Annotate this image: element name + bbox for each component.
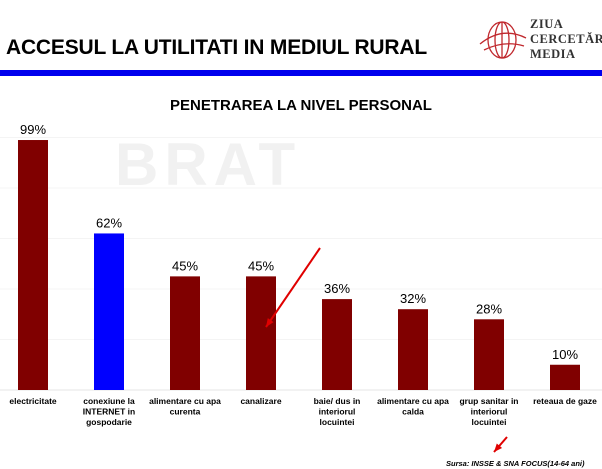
category-label: curenta [170, 407, 201, 417]
data-label: 45% [172, 258, 198, 273]
bar [550, 364, 580, 390]
data-label: 45% [248, 258, 274, 273]
data-label: 36% [324, 281, 350, 296]
category-label: interiorul [471, 407, 508, 417]
data-label: 10% [552, 347, 578, 362]
data-label: 99% [20, 122, 46, 137]
header-rule [0, 70, 602, 76]
category-label: interiorul [319, 407, 356, 417]
category-label: gospodarie [86, 417, 132, 427]
category-label: locuintei [320, 417, 355, 427]
category-label: alimentare cu apa [149, 396, 221, 406]
category-label: canalizare [240, 396, 281, 406]
data-label: 28% [476, 301, 502, 316]
arrow-icon [266, 318, 274, 327]
globe-logo-icon [479, 21, 527, 59]
data-label: 62% [96, 215, 122, 230]
category-label: baie/ dus in [314, 396, 361, 406]
category-label: electricitate [9, 396, 57, 406]
watermark: BRAT [115, 131, 302, 198]
page-title: ACCESUL LA UTILITATI IN MEDIUL RURAL [6, 36, 427, 59]
bar [246, 276, 276, 390]
logo-text: ZIUA [530, 17, 564, 31]
source-note: Sursa: INSSE & SNA FOCUS(14-64 ani) [446, 459, 585, 468]
category-label: grup sanitar in [459, 396, 518, 406]
chart-title: PENETRAREA LA NIVEL PERSONAL [170, 97, 432, 114]
bar [170, 276, 200, 390]
bar [398, 309, 428, 390]
category-label: reteaua de gaze [533, 396, 597, 406]
category-label: INTERNET in [83, 407, 135, 417]
bar [322, 299, 352, 390]
category-label: locuintei [472, 417, 507, 427]
data-label: 32% [400, 291, 426, 306]
bar [18, 140, 48, 390]
category-label: calda [402, 407, 424, 417]
logo-text: CERCETĂRII [530, 32, 602, 46]
category-label: conexiune la [83, 396, 135, 406]
logo-text: MEDIA [530, 47, 576, 61]
arrow-icon [265, 247, 321, 328]
bar [94, 233, 124, 390]
bar [474, 319, 504, 390]
category-label: alimentare cu apa [377, 396, 449, 406]
arrow-icon [494, 443, 503, 452]
